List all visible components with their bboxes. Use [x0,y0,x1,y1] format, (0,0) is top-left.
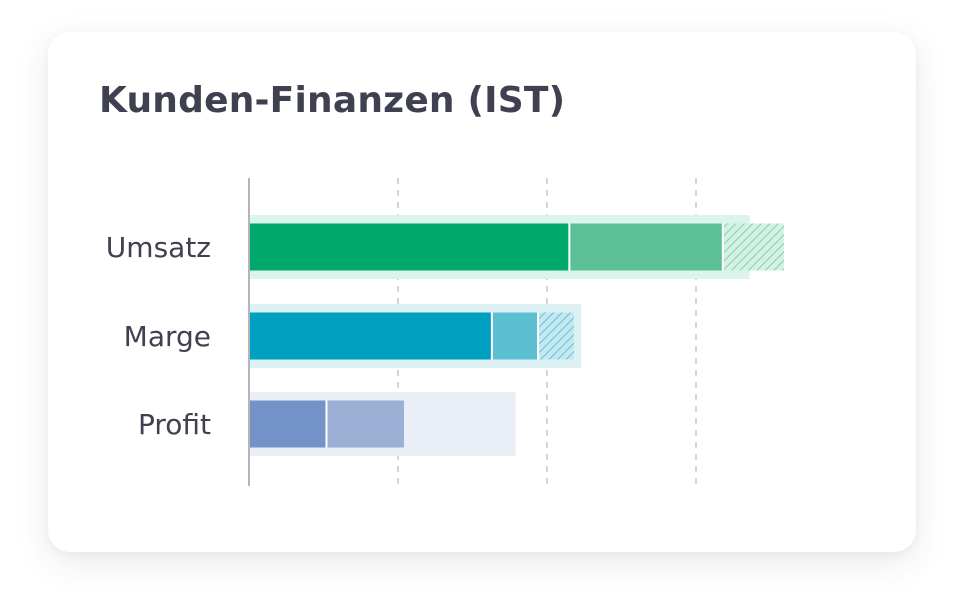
chart-card: Kunden-Finanzen (IST) [48,32,916,552]
chart-title: Kunden-Finanzen (IST) [99,80,566,121]
bar-marge-segment-1 [249,312,492,360]
category-label-profit: Profit [138,408,211,441]
data-bars [249,223,784,448]
bar-profit-segment-2 [326,400,404,448]
bar-marge-segment-2 [491,312,539,360]
category-label-umsatz: Umsatz [106,231,211,264]
bar-umsatz-segment-1 [249,223,570,271]
bar-umsatz-segment-2 [569,223,723,271]
bar-marge-segment-3 [538,312,574,360]
category-label-marge: Marge [124,320,211,353]
bar-profit-segment-1 [249,400,327,448]
bar-umsatz-segment-3 [722,223,784,271]
category-labels: Umsatz Marge Profit [106,231,211,441]
